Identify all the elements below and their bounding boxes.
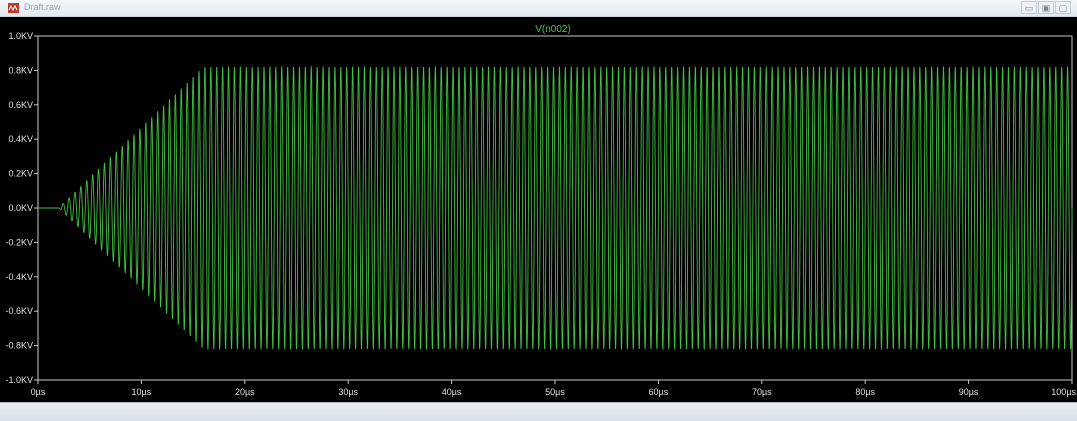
x-tick-label: 0µs <box>31 387 46 397</box>
y-tick-label: 0.6KV <box>8 100 33 110</box>
minimize-button[interactable]: ▭ <box>1021 1 1037 14</box>
y-tick-label: -0.8KV <box>5 341 33 351</box>
y-tick-label: -0.6KV <box>5 306 33 316</box>
x-tick-label: 50µs <box>545 387 565 397</box>
x-tick-label: 20µs <box>235 387 255 397</box>
x-tick-label: 60µs <box>649 387 669 397</box>
y-tick-label: 1.0KV <box>8 31 33 41</box>
y-tick-label: -1.0KV <box>5 375 33 385</box>
x-tick-label: 80µs <box>855 387 875 397</box>
y-tick-label: -0.4KV <box>5 272 33 282</box>
series-line-vn002[interactable] <box>38 65 1073 351</box>
x-tick-label: 100µs <box>1051 387 1076 397</box>
x-tick-label: 10µs <box>132 387 152 397</box>
y-tick-label: -0.2KV <box>5 237 33 247</box>
waveform-chart[interactable]: 1.0KV 0.8KV 0.6KV 0.4KV 0.2KV 0.0KV -0.2KV -0.4… <box>0 17 1077 402</box>
title-bar: Draft.raw ▭ ▣ ▢ <box>0 0 1077 17</box>
restore-button[interactable]: ▣ <box>1038 1 1054 14</box>
waveform-plot-pane[interactable]: 1.0KV 0.8KV 0.6KV 0.4KV 0.2KV 0.0KV -0.2KV -0.4… <box>0 17 1077 402</box>
y-tick-label: 0.2KV <box>8 169 33 179</box>
waveform-app-icon <box>8 3 19 13</box>
y-tick-label: 0.4KV <box>8 134 33 144</box>
x-tick-label: 30µs <box>338 387 358 397</box>
x-tick-label: 40µs <box>442 387 462 397</box>
status-bar <box>0 402 1077 421</box>
close-button[interactable]: ▢ <box>1055 1 1071 14</box>
y-tick-label: 0.0KV <box>8 203 33 213</box>
window-title: Draft.raw <box>24 2 61 12</box>
x-tick-label: 90µs <box>959 387 979 397</box>
x-tick-label: 70µs <box>752 387 772 397</box>
trace-name-label[interactable]: V(n002) <box>535 24 571 35</box>
y-tick-label: 0.8KV <box>8 65 33 75</box>
